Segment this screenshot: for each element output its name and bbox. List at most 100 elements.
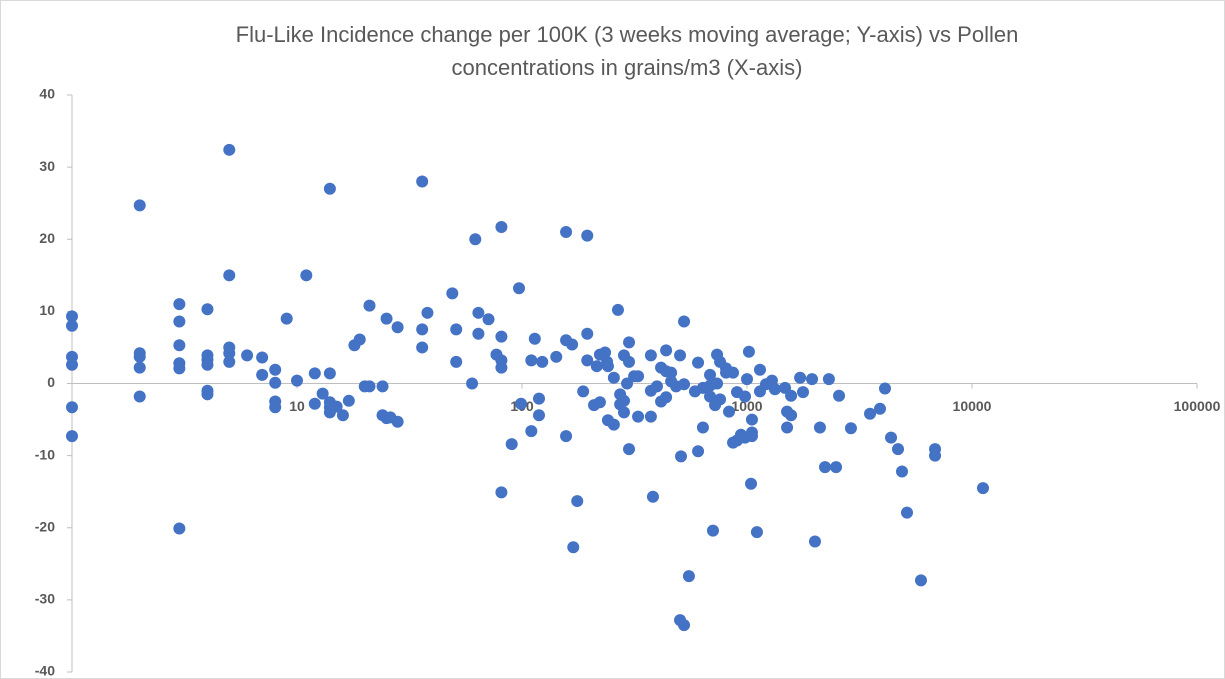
scatter-point (750, 526, 763, 539)
scatter-point (822, 373, 835, 386)
scatter-point (323, 182, 336, 195)
scatter-point (617, 394, 630, 407)
scatter-point (601, 360, 614, 373)
scatter-point (593, 396, 606, 409)
scatter-point (308, 397, 321, 410)
scatter-point (513, 282, 526, 295)
scatter-point (323, 367, 336, 380)
scatter-point (914, 574, 927, 587)
scatter-point (797, 386, 810, 399)
scatter-point (768, 383, 781, 396)
scatter-point (692, 445, 705, 458)
scatter-point (674, 349, 687, 362)
scatter-point (607, 418, 620, 431)
scatter-point (753, 363, 766, 376)
scatter-point (416, 323, 429, 336)
scatter-point (363, 380, 376, 393)
scatter-point (696, 421, 709, 434)
scatter-point (269, 363, 282, 376)
scatter-point (781, 421, 794, 434)
scatter-point (895, 465, 908, 478)
scatter-point (536, 355, 549, 368)
scatter-point (466, 377, 479, 390)
scatter-point (316, 387, 329, 400)
scatter-point (675, 450, 688, 463)
scatter-point (599, 346, 612, 359)
scatter-point (495, 486, 508, 499)
scatter-point (644, 349, 657, 362)
scatter-point (505, 438, 518, 451)
scatter-point (256, 368, 269, 381)
scatter-point (66, 401, 78, 414)
scatter-point (590, 360, 603, 373)
scatter-point (330, 400, 343, 413)
scatter-point (482, 313, 495, 326)
scatter-point (632, 370, 645, 383)
scatter-point (173, 298, 186, 311)
y-tick-label: 40 (39, 86, 55, 102)
scatter-point (525, 354, 538, 367)
scatter-point (173, 339, 186, 352)
scatter-point (66, 358, 78, 371)
scatter-point (806, 373, 819, 386)
y-tick-label: -10 (35, 446, 55, 462)
scatter-point (819, 461, 832, 474)
scatter-point (607, 371, 620, 384)
scatter-point (560, 226, 573, 239)
scatter-point (929, 449, 942, 462)
scatter-point (794, 371, 807, 384)
scatter-point (133, 390, 146, 403)
y-tick-label: -20 (35, 518, 55, 534)
scatter-point (723, 405, 736, 418)
x-tick-label: 100000 (1174, 398, 1221, 414)
scatter-point (885, 431, 898, 444)
scatter-point (291, 374, 303, 387)
scatter-point (678, 315, 691, 328)
scatter-point (611, 303, 624, 316)
scatter-point (745, 426, 758, 439)
scatter-point (353, 333, 366, 346)
scatter-point (495, 220, 508, 233)
scatter-point (66, 319, 78, 332)
scatter-point (665, 366, 678, 379)
scatter-point (808, 535, 821, 548)
scatter-point (873, 402, 886, 415)
x-tick-label: 1000 (731, 398, 762, 414)
scatter-point (308, 367, 321, 380)
scatter-point (623, 355, 636, 368)
scatter-point (241, 349, 254, 362)
scatter-point (495, 361, 508, 374)
scatter-point (416, 341, 429, 354)
scatter-point (380, 312, 393, 325)
scatter-point (745, 477, 758, 490)
chart-title: Flu-Like Incidence change per 100K (3 we… (235, 22, 1019, 80)
scatter-point (623, 336, 636, 349)
scatter-point (280, 312, 293, 325)
scatter-point (66, 430, 78, 443)
x-tick-label: 10 (289, 398, 305, 414)
scatter-point (660, 391, 673, 404)
scatter-point (571, 495, 584, 508)
scatter-point (864, 407, 877, 420)
scatter-point (300, 269, 313, 282)
scatter-point (133, 199, 146, 212)
scatter-point (376, 380, 389, 393)
scatter-point (532, 392, 545, 405)
scatter-point (472, 306, 485, 319)
scatter-point (450, 323, 463, 336)
scatter-point (727, 366, 740, 379)
y-tick-label: 30 (39, 158, 55, 174)
scatter-point (581, 354, 594, 367)
scatter-point (682, 570, 695, 583)
scatter-point (66, 310, 78, 323)
scatter-point (173, 522, 186, 535)
scatter-point (617, 406, 630, 419)
scatter-point (581, 327, 594, 340)
scatter-point (623, 443, 636, 456)
scatter-point (469, 233, 482, 246)
scatter-point (878, 382, 891, 395)
scatter-point (632, 410, 645, 423)
scatter-point (223, 269, 236, 282)
scatter-point (678, 378, 691, 391)
